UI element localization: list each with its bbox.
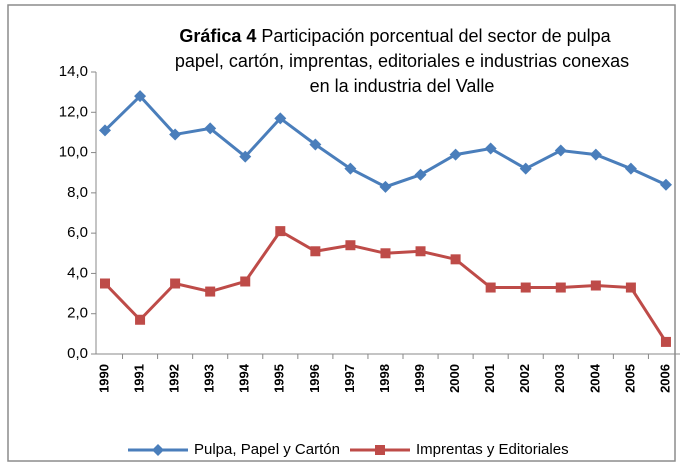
x-tick-label: 1997 [342, 364, 357, 393]
point-marker [449, 148, 462, 161]
point-marker [205, 286, 216, 297]
point-marker [135, 314, 146, 325]
point-marker [519, 162, 532, 175]
point-marker [274, 112, 287, 125]
point-marker [590, 280, 601, 291]
point-marker [414, 168, 427, 181]
x-tick-label: 1998 [377, 364, 392, 393]
point-marker [625, 282, 636, 293]
point-marker [239, 150, 252, 163]
x-tick-label: 1999 [412, 364, 427, 393]
x-tick-label: 1993 [202, 364, 217, 393]
point-marker [169, 128, 182, 141]
y-tick-label: 14,0 [59, 63, 88, 80]
point-marker [379, 180, 392, 193]
point-marker [484, 142, 497, 155]
point-marker [134, 90, 147, 103]
point-marker [345, 240, 356, 251]
y-tick-label: 2,0 [67, 305, 88, 322]
point-marker [660, 336, 671, 347]
point-marker [275, 226, 286, 237]
point-marker [554, 144, 567, 157]
y-tick-label: 10,0 [59, 144, 88, 161]
point-marker [380, 248, 391, 259]
point-marker [309, 138, 322, 151]
point-marker [100, 278, 110, 289]
x-tick-label: 2005 [622, 364, 637, 393]
point-marker [624, 162, 637, 175]
point-marker [659, 178, 672, 191]
x-tick-label: 1996 [307, 364, 322, 393]
point-marker [344, 162, 357, 175]
point-marker [99, 124, 111, 137]
point-marker [170, 278, 181, 289]
y-tick-label: 0,0 [67, 345, 88, 362]
x-tick-label: 2004 [587, 363, 602, 393]
x-tick-label: 1990 [96, 364, 111, 393]
x-tick-label: 2002 [517, 364, 532, 393]
title-line: papel, cartón, imprentas, editoriales e … [175, 51, 629, 71]
point-marker [415, 246, 426, 257]
y-tick-label: 4,0 [67, 264, 88, 281]
title-label: Gráfica 4 [179, 26, 256, 46]
x-tick-label: 2006 [657, 364, 672, 393]
y-tick-label: 6,0 [67, 224, 88, 241]
point-marker [589, 148, 602, 161]
title-line: Participación porcentual del sector de p… [261, 26, 611, 46]
x-tick-label: 2001 [482, 364, 497, 393]
x-tick-label: 1992 [167, 364, 182, 393]
chart-frame [7, 4, 676, 462]
x-tick-label: 1991 [131, 364, 146, 393]
y-tick-label: 12,0 [59, 103, 88, 120]
point-marker [485, 282, 496, 293]
point-marker [204, 122, 217, 135]
x-tick-label: 2000 [447, 364, 462, 393]
title-line: en la industria del Valle [310, 76, 495, 96]
legend-label: Pulpa, Papel y Cartón [194, 441, 340, 458]
point-marker [310, 246, 321, 257]
point-marker [450, 254, 461, 265]
point-marker [555, 282, 566, 293]
legend-marker [152, 444, 164, 456]
y-tick-label: 8,0 [67, 184, 88, 201]
point-marker [240, 276, 251, 287]
x-tick-label: 2003 [552, 364, 567, 393]
x-tick-label: 1994 [237, 363, 252, 393]
point-marker [520, 282, 531, 293]
chart-title: Gráfica 4 Participación porcentual del s… [179, 26, 611, 46]
legend-label: Imprentas y Editoriales [416, 441, 569, 458]
legend-marker [375, 445, 385, 455]
x-tick-label: 1995 [272, 364, 287, 393]
